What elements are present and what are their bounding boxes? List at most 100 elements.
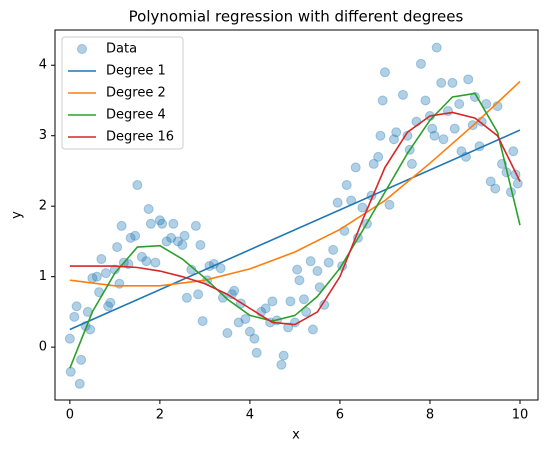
data-point — [136, 251, 147, 262]
data-point — [427, 123, 438, 134]
y-tick-label: 3 — [39, 128, 47, 143]
data-point — [197, 316, 208, 327]
data-point — [388, 134, 399, 145]
legend-box — [61, 36, 184, 150]
data-point — [130, 230, 141, 241]
regression-line — [69, 92, 521, 369]
data-point — [328, 244, 339, 255]
data-point — [332, 197, 343, 208]
data-point — [103, 301, 114, 312]
data-point — [368, 158, 379, 169]
data-point — [215, 263, 226, 274]
data-point — [350, 162, 361, 173]
data-point — [71, 301, 82, 312]
data-point — [292, 264, 303, 275]
data-point — [285, 296, 296, 307]
data-point — [154, 215, 165, 226]
y-tick-label: 2 — [39, 199, 47, 214]
data-point — [298, 294, 309, 305]
data-point — [384, 199, 395, 210]
data-point — [244, 326, 255, 337]
data-point — [96, 254, 107, 265]
data-point — [105, 297, 116, 308]
x-tick-label: 0 — [66, 408, 74, 423]
x-axis-label: x — [292, 428, 300, 443]
data-point — [485, 176, 496, 187]
data-point — [181, 292, 192, 303]
data-point — [463, 74, 474, 85]
data-point — [341, 180, 352, 191]
data-point — [222, 328, 233, 339]
legend-label: Degree 16 — [106, 130, 174, 145]
data-point — [490, 183, 501, 194]
data-point — [132, 180, 143, 191]
data-point — [379, 67, 390, 78]
data-point — [193, 289, 204, 300]
data-point — [166, 232, 177, 243]
y-tick-label: 1 — [39, 269, 47, 284]
data-point — [429, 130, 440, 141]
x-tick-label: 2 — [156, 408, 164, 423]
data-point — [454, 99, 465, 109]
data-point — [161, 236, 172, 247]
data-point — [449, 123, 460, 134]
plot-frame — [54, 29, 539, 401]
y-axis-label: y — [10, 211, 25, 219]
data-point — [415, 58, 426, 69]
data-point — [375, 130, 386, 141]
data-point — [249, 333, 260, 344]
legend-label: Degree 2 — [106, 86, 166, 101]
data-point — [251, 347, 262, 358]
data-point — [397, 89, 408, 100]
data-point — [114, 278, 125, 289]
x-tick-label: 8 — [426, 408, 434, 423]
data-point — [100, 268, 111, 279]
data-point — [145, 218, 156, 229]
data-point — [307, 324, 318, 335]
data-point — [190, 220, 201, 231]
data-point — [469, 91, 480, 102]
data-point — [391, 127, 402, 138]
data-point — [447, 77, 458, 88]
data-point — [278, 350, 289, 361]
regression-line — [69, 80, 521, 287]
data-point — [512, 178, 523, 189]
data-point — [260, 303, 271, 314]
data-point — [112, 242, 123, 253]
legend-marker — [77, 44, 87, 54]
data-point — [65, 366, 76, 377]
data-point — [179, 230, 190, 241]
y-tick-label: 0 — [39, 340, 47, 355]
data-point — [157, 218, 168, 229]
data-point — [74, 378, 85, 389]
data-point — [294, 275, 305, 286]
data-point — [438, 134, 449, 145]
data-point — [373, 151, 384, 162]
data-point — [431, 42, 442, 53]
data-point — [312, 266, 323, 277]
legend-label: Degree 1 — [106, 64, 166, 79]
data-point — [323, 257, 334, 268]
data-point — [283, 322, 294, 333]
data-point — [229, 285, 240, 296]
data-point — [91, 271, 102, 282]
data-point — [276, 359, 287, 370]
data-point — [177, 239, 188, 250]
data-point — [172, 236, 183, 247]
data-point — [143, 204, 154, 215]
data-point — [64, 333, 75, 344]
data-point — [436, 77, 447, 88]
data-point — [508, 146, 519, 157]
data-point — [233, 317, 244, 328]
x-tick-label: 4 — [246, 408, 254, 423]
data-point — [301, 306, 312, 317]
data-point — [141, 256, 152, 267]
chart-title: Polynomial regression with different deg… — [129, 8, 464, 26]
data-point — [168, 218, 179, 229]
regression-line — [69, 111, 521, 326]
data-point — [150, 257, 161, 268]
y-tick-label: 4 — [39, 58, 47, 73]
legend-label: Data — [106, 42, 137, 57]
data-point — [357, 202, 368, 213]
